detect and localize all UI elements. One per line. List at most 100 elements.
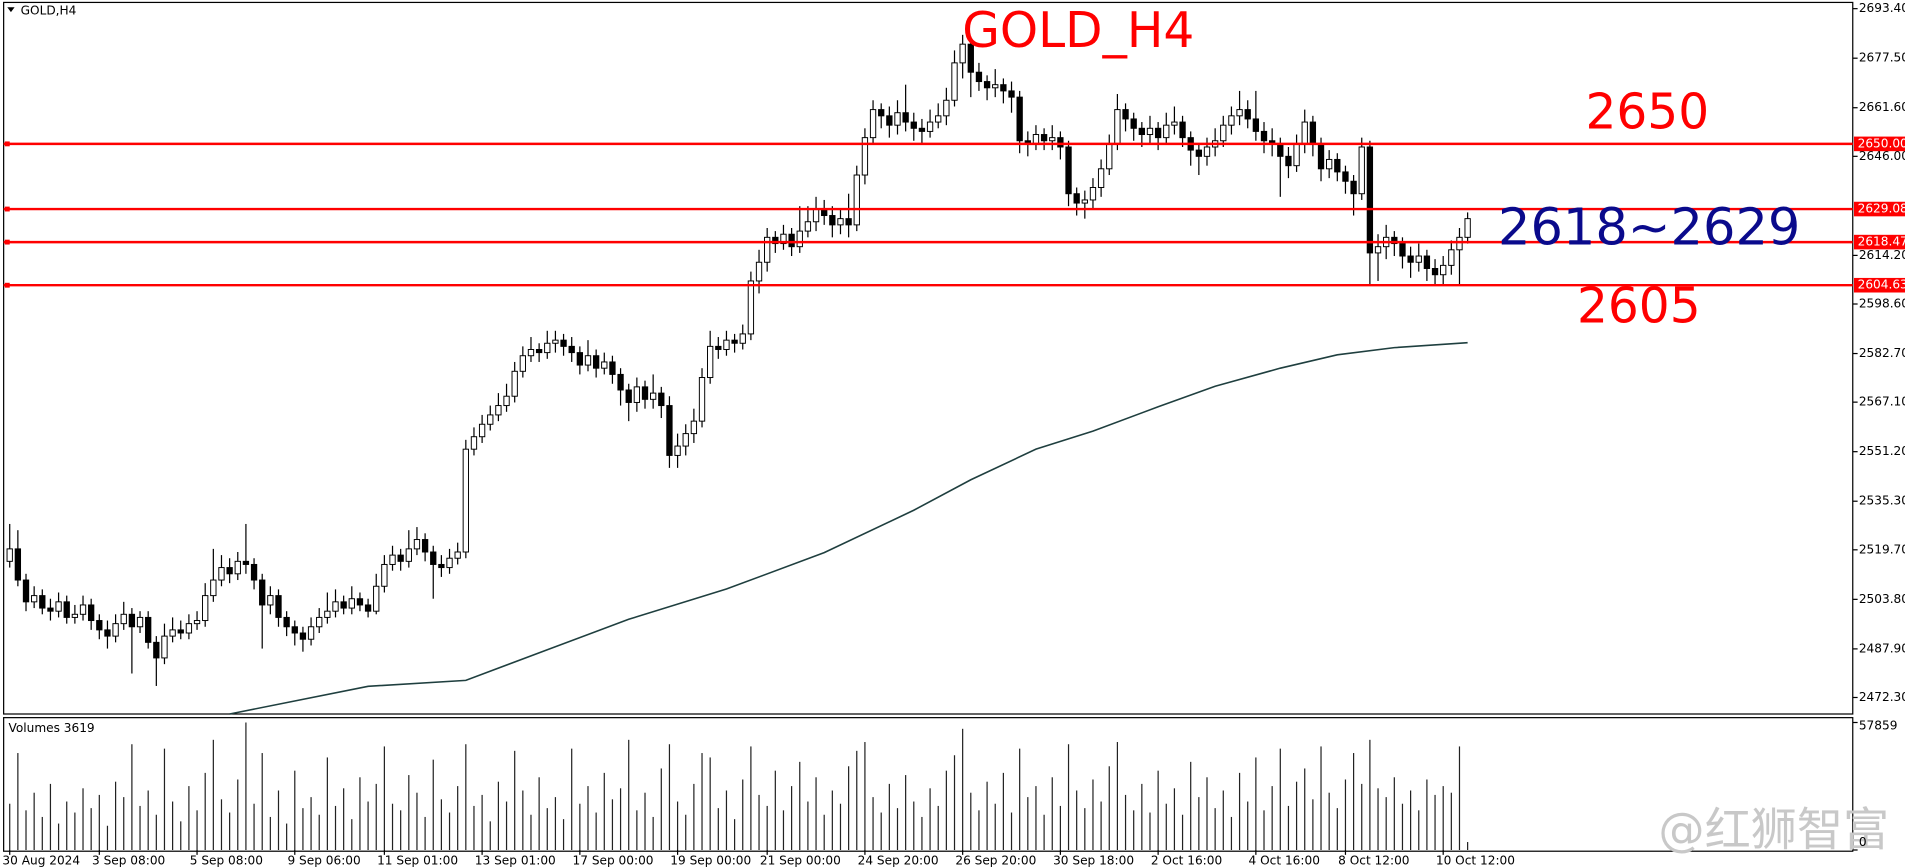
level-tag bbox=[1853, 277, 1905, 293]
candle-body bbox=[39, 595, 46, 609]
x-tick-label: 19 Sep 00:00 bbox=[670, 853, 751, 867]
candle-body bbox=[1032, 134, 1040, 145]
candle-body bbox=[22, 579, 30, 603]
candle-body bbox=[568, 345, 575, 354]
candle-body bbox=[804, 221, 812, 232]
annotation: GOLD_H4 bbox=[962, 3, 1194, 59]
candle-body bbox=[1146, 127, 1154, 136]
candle-body bbox=[275, 595, 282, 618]
candle-body bbox=[918, 127, 926, 132]
level-label: 2618.47 bbox=[1858, 235, 1905, 249]
candle-body bbox=[1277, 143, 1284, 157]
candle-body bbox=[869, 109, 877, 139]
candle-body bbox=[1171, 121, 1178, 126]
candle-body bbox=[1195, 149, 1203, 157]
candle-body bbox=[397, 554, 404, 562]
candle-body bbox=[519, 355, 526, 372]
y-tick-label: 2472.30 bbox=[1859, 690, 1905, 704]
candle-body bbox=[267, 595, 274, 606]
candle-body bbox=[739, 333, 746, 344]
candle-body bbox=[649, 392, 657, 400]
candle-body bbox=[1179, 121, 1186, 139]
candle-body bbox=[1415, 255, 1422, 263]
x-tick-label: 5 Sep 08:00 bbox=[190, 853, 263, 867]
candle-body bbox=[894, 112, 901, 126]
candle-body bbox=[707, 345, 714, 379]
candle-body bbox=[79, 604, 87, 615]
candle-body bbox=[1114, 109, 1121, 145]
candle-body bbox=[1203, 146, 1211, 157]
candle-body bbox=[959, 43, 966, 64]
candle-body bbox=[1326, 158, 1333, 170]
candle-body bbox=[161, 635, 168, 659]
candle-body bbox=[796, 230, 803, 248]
candle-body bbox=[446, 557, 453, 569]
volume-tick-label: 57859 bbox=[1859, 719, 1898, 733]
candle-body bbox=[1000, 84, 1007, 92]
candle-body bbox=[1407, 255, 1414, 263]
candle-body bbox=[1358, 146, 1365, 195]
candle-body bbox=[845, 218, 852, 226]
candle-body bbox=[1154, 127, 1162, 139]
candle-body bbox=[421, 539, 429, 553]
candle-body bbox=[104, 629, 111, 637]
candle-body bbox=[430, 551, 437, 565]
candle-body bbox=[6, 548, 13, 562]
candle-body bbox=[153, 641, 160, 659]
candle-body bbox=[967, 43, 974, 73]
level-tag bbox=[1853, 234, 1905, 250]
candle-body bbox=[544, 342, 551, 354]
candle-body bbox=[112, 623, 119, 637]
candle-body bbox=[283, 616, 290, 628]
candle-body bbox=[503, 395, 510, 407]
x-tick-label: 24 Sep 20:00 bbox=[858, 853, 939, 867]
candle-body bbox=[617, 373, 624, 391]
candle-body bbox=[1391, 236, 1398, 245]
candle-body bbox=[364, 604, 372, 612]
candle-body bbox=[96, 620, 103, 631]
candle-body bbox=[861, 137, 869, 176]
candle-body bbox=[1081, 199, 1088, 204]
candle-body bbox=[210, 579, 217, 597]
candle-body bbox=[1301, 121, 1308, 145]
candle-body bbox=[128, 613, 136, 628]
candle-body bbox=[1423, 255, 1431, 269]
candle-body bbox=[259, 579, 266, 606]
annotation: 2650 bbox=[1585, 84, 1709, 140]
candle-body bbox=[764, 236, 771, 263]
y-tick-label: 2661.60 bbox=[1859, 100, 1905, 114]
candle-body bbox=[120, 613, 127, 625]
y-tick-label: 2503.80 bbox=[1859, 592, 1905, 606]
y-tick-label: 2677.50 bbox=[1859, 51, 1905, 65]
candle-body bbox=[755, 261, 763, 282]
symbol-label: GOLD,H4 bbox=[21, 3, 77, 17]
candle-body bbox=[1252, 118, 1260, 132]
candle-body bbox=[1089, 187, 1097, 201]
candle-body bbox=[1106, 143, 1113, 170]
candle-body bbox=[1163, 124, 1170, 139]
candle-body bbox=[1260, 130, 1268, 142]
candle-body bbox=[438, 563, 445, 569]
candle-body bbox=[910, 121, 917, 129]
candle-body bbox=[837, 218, 844, 226]
candle-body bbox=[1456, 236, 1463, 251]
candle-body bbox=[1138, 127, 1145, 136]
y-tick-label: 2567.10 bbox=[1859, 395, 1905, 409]
volume-label: Volumes 3619 bbox=[9, 721, 95, 735]
candle-body bbox=[55, 601, 62, 612]
candle-body bbox=[462, 448, 469, 553]
candle-body bbox=[943, 99, 950, 117]
level-label: 2650.00 bbox=[1858, 136, 1905, 150]
candle-body bbox=[1130, 118, 1137, 129]
candle-body bbox=[324, 610, 331, 618]
candle-body bbox=[1065, 146, 1072, 195]
candle-body bbox=[1293, 143, 1300, 167]
candle-body bbox=[1236, 109, 1243, 117]
x-tick-label: 4 Oct 16:00 bbox=[1249, 853, 1320, 867]
candle-body bbox=[1342, 171, 1349, 182]
candle-body bbox=[1366, 146, 1374, 254]
y-tick-label: 2693.40 bbox=[1859, 1, 1905, 15]
candle-body bbox=[625, 389, 632, 403]
candle-body bbox=[1399, 243, 1406, 257]
level-tag bbox=[1853, 136, 1905, 152]
